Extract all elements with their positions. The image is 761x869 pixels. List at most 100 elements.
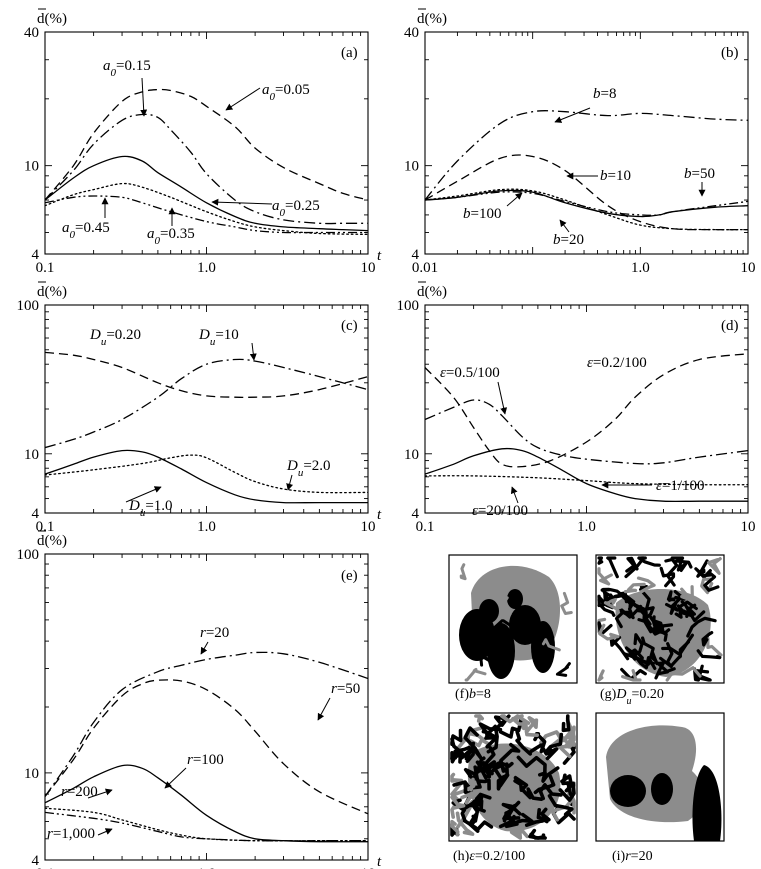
pattern-stripe bbox=[450, 728, 463, 746]
y-axis-label: d(%) bbox=[417, 284, 447, 300]
y-axis-label: d(%) bbox=[37, 11, 67, 27]
series-annotation-subscript: 0 bbox=[70, 229, 76, 241]
pattern-stripe bbox=[665, 666, 702, 682]
pattern-caption-symbol: ε bbox=[469, 849, 475, 864]
series-annotation-value: =0.05 bbox=[275, 82, 310, 98]
pattern-caption-subscript: u bbox=[626, 696, 631, 707]
pattern-stripe bbox=[516, 755, 547, 776]
series-annotation: a0=0.05 bbox=[262, 82, 310, 103]
series-annotation-symbol: r bbox=[47, 826, 53, 842]
pattern-stripe bbox=[696, 559, 709, 578]
pattern-black-blob bbox=[692, 765, 722, 841]
series-annotation-symbol: a bbox=[262, 82, 270, 98]
series-annotation-symbol: r bbox=[61, 784, 67, 800]
series-annotation-symbol: D bbox=[198, 327, 210, 343]
pattern-frame bbox=[595, 712, 725, 842]
series-annotation-value: =200 bbox=[67, 784, 98, 800]
pattern-stripe bbox=[625, 556, 639, 573]
pattern-stripe bbox=[450, 750, 460, 764]
pattern-stripe bbox=[597, 669, 605, 682]
series-annotation: a0=0.15 bbox=[103, 58, 151, 79]
panel-label: (a) bbox=[341, 45, 358, 61]
series-annotation-value: =100 bbox=[471, 206, 502, 222]
series-line bbox=[45, 155, 368, 232]
series-annotation-value: =0.5/100 bbox=[446, 365, 500, 381]
x-tick-label: 10 bbox=[361, 866, 376, 869]
pattern-stripe bbox=[541, 638, 561, 652]
series-annotation: ε=1/100 bbox=[656, 478, 705, 494]
series-annotation-symbol: b bbox=[593, 86, 601, 102]
series-line bbox=[45, 807, 368, 842]
pattern-panel-h: (h)ε=0.2/100 bbox=[448, 712, 578, 864]
pattern-stripe bbox=[673, 557, 688, 572]
pattern-stripe bbox=[696, 649, 722, 660]
pattern-stripe bbox=[477, 778, 491, 791]
panel-label: (b) bbox=[721, 45, 739, 61]
y-tick-label: 10 bbox=[24, 159, 39, 175]
pattern-stripe bbox=[522, 634, 549, 645]
pattern-caption-value: =8 bbox=[476, 687, 491, 702]
pattern-stripe bbox=[455, 811, 475, 836]
pattern-stripe bbox=[500, 596, 512, 616]
pattern-stripe bbox=[460, 791, 475, 805]
panel-a: 0.1 1.0 1041040d(%)t(a)a0=0.15a0=0.05a0=0.… bbox=[24, 8, 382, 276]
annotation-arrow bbox=[317, 697, 331, 721]
pattern-stripe bbox=[491, 619, 514, 631]
pattern-frame bbox=[448, 554, 578, 684]
pattern-stripe bbox=[623, 582, 646, 594]
pattern-stripe bbox=[459, 563, 467, 581]
series-annotation-value: =100 bbox=[193, 752, 224, 768]
annotation-arrow bbox=[554, 107, 591, 123]
series-annotation-subscript: 0 bbox=[280, 207, 286, 219]
series-line bbox=[425, 188, 748, 231]
annotation-arrow bbox=[510, 486, 519, 504]
pattern-stripe bbox=[634, 603, 655, 623]
series-annotation-subscript: u bbox=[140, 507, 146, 519]
pattern-black-blob bbox=[479, 599, 499, 623]
pattern-stripe bbox=[598, 623, 620, 641]
series-annotation-symbol: b bbox=[463, 206, 471, 222]
pattern-stripe bbox=[513, 775, 529, 792]
pattern-caption-symbol: b bbox=[469, 687, 476, 702]
pattern-stripe bbox=[686, 616, 717, 638]
x-axis-label: t bbox=[377, 854, 382, 869]
x-tick-label: 1.0 bbox=[631, 260, 650, 276]
series-annotation-symbol: ε bbox=[472, 503, 478, 519]
series-annotation-subscript: u bbox=[298, 467, 304, 479]
pattern-caption: (f)b=8 bbox=[455, 687, 491, 702]
series-annotation-symbol: D bbox=[89, 327, 101, 343]
x-tick-label: 1.0 bbox=[197, 519, 216, 535]
series-group bbox=[45, 88, 368, 236]
pattern-stripe bbox=[698, 664, 712, 682]
x-tick-label: 1.0 bbox=[197, 260, 216, 276]
pattern-stripe bbox=[515, 730, 532, 756]
series-annotation-subscript: u bbox=[210, 336, 216, 348]
pattern-stripe bbox=[450, 772, 464, 783]
pattern-image-g bbox=[596, 555, 724, 683]
pattern-stripe bbox=[621, 669, 642, 682]
pattern-stripe bbox=[529, 832, 546, 840]
annotation-arrow bbox=[249, 342, 257, 361]
pattern-stripe bbox=[637, 618, 661, 634]
series-annotation-value: =20 bbox=[561, 232, 584, 248]
pattern-stripe bbox=[656, 661, 676, 676]
series-annotation-value: =8 bbox=[601, 86, 617, 102]
y-tick-label: 4 bbox=[32, 853, 40, 869]
annotation-arrow bbox=[225, 87, 261, 111]
pattern-caption-prefix: (f) bbox=[455, 687, 469, 702]
series-annotation-value: =20 bbox=[206, 625, 229, 641]
pattern-stripe bbox=[703, 571, 720, 592]
pattern-stripe bbox=[624, 556, 646, 579]
series-annotation: b=20 bbox=[553, 232, 584, 248]
y-axis-label: d(%) bbox=[417, 11, 447, 27]
series-annotation-value: =50 bbox=[337, 681, 360, 697]
pattern-stripe bbox=[498, 814, 519, 829]
series-line bbox=[425, 353, 748, 468]
pattern-stripe bbox=[469, 792, 492, 808]
series-annotation-symbol: r bbox=[331, 681, 337, 697]
series-annotation: r=1,000 bbox=[47, 826, 95, 842]
series-line bbox=[45, 454, 368, 494]
pattern-stripe bbox=[492, 765, 510, 788]
series-line bbox=[45, 351, 368, 398]
